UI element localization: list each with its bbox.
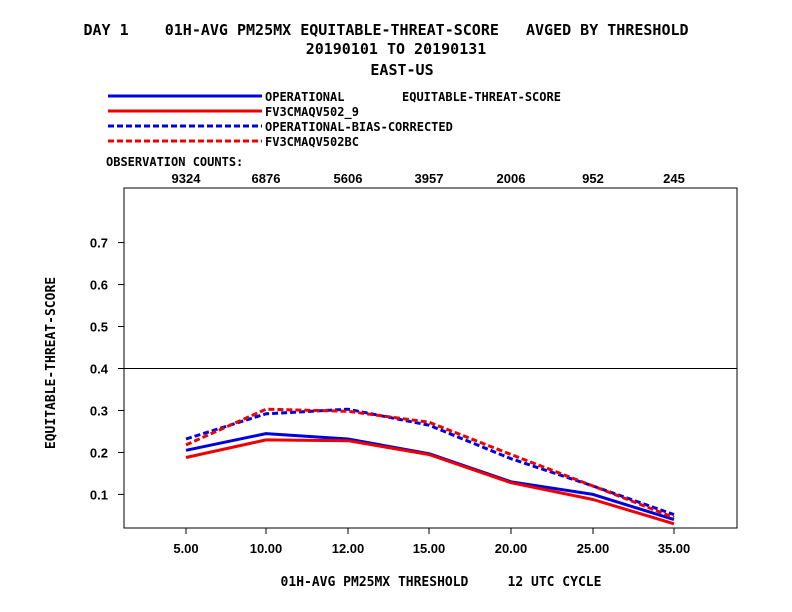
x-tick-label: 25.00 (577, 541, 610, 556)
chart-title: DAY 1 01H-AVG PM25MX EQUITABLE-THREAT-SC… (83, 21, 688, 39)
x-tick-label: 15.00 (413, 541, 446, 556)
legend-metric-label: EQUITABLE-THREAT-SCORE (402, 90, 561, 104)
x-axis-ticks: 5.00 10.00 12.00 15.00 20.00 25.00 35.00 (173, 528, 690, 556)
y-tick-label: 0.4 (90, 361, 109, 376)
x-tick-label: 35.00 (658, 541, 691, 556)
region-subtitle: EAST-US (370, 61, 433, 79)
y-axis-label: EQUITABLE-THREAT-SCORE (44, 277, 59, 449)
y-tick-label: 0.7 (90, 236, 108, 251)
series-line-fv3cmaqv502-9 (185, 438, 675, 526)
observation-count: 2006 (497, 171, 526, 186)
observation-count: 952 (582, 171, 604, 186)
observation-counts: 9324 6876 5606 3957 2006 952 245 (172, 171, 685, 186)
legend-entry-label: OPERATIONAL (265, 90, 344, 104)
y-axis-ticks: 0.1 0.2 0.3 0.4 0.5 0.6 0.7 (90, 236, 124, 502)
legend-entry-label: FV3CMAQV502_9 (265, 105, 359, 120)
observation-count: 5606 (334, 171, 363, 186)
legend-entry-label: FV3CMAQV502BC (265, 135, 359, 149)
observation-count: 9324 (172, 171, 202, 186)
y-tick-label: 0.1 (90, 487, 108, 502)
observation-count: 3957 (415, 171, 444, 186)
legend-entry-label: OPERATIONAL-BIAS-CORRECTED (265, 120, 453, 134)
series-lines (185, 407, 675, 526)
x-tick-label: 20.00 (495, 541, 528, 556)
y-tick-label: 0.6 (90, 278, 108, 293)
series-line-operational (185, 432, 675, 522)
legend: OPERATIONALFV3CMAQV502_9OPERATIONAL-BIAS… (108, 90, 453, 149)
observation-counts-label: OBSERVATION COUNTS: (106, 155, 243, 169)
x-tick-label: 10.00 (250, 541, 283, 556)
observation-count: 245 (663, 171, 685, 186)
series-line-fv3cmaqv502bc (185, 407, 675, 519)
series-line-operational-bias-corrected (185, 407, 675, 517)
y-tick-label: 0.2 (90, 445, 108, 460)
x-tick-label: 12.00 (332, 541, 365, 556)
x-tick-label: 5.00 (173, 541, 198, 556)
x-axis-label: 01H-AVG PM25MX THRESHOLD 12 UTC CYCLE (281, 575, 602, 590)
date-range-subtitle: 20190101 TO 20190131 (306, 40, 487, 58)
plot-frame (123, 187, 738, 529)
y-tick-label: 0.5 (90, 320, 108, 335)
observation-count: 6876 (252, 171, 281, 186)
y-tick-label: 0.3 (90, 403, 108, 418)
